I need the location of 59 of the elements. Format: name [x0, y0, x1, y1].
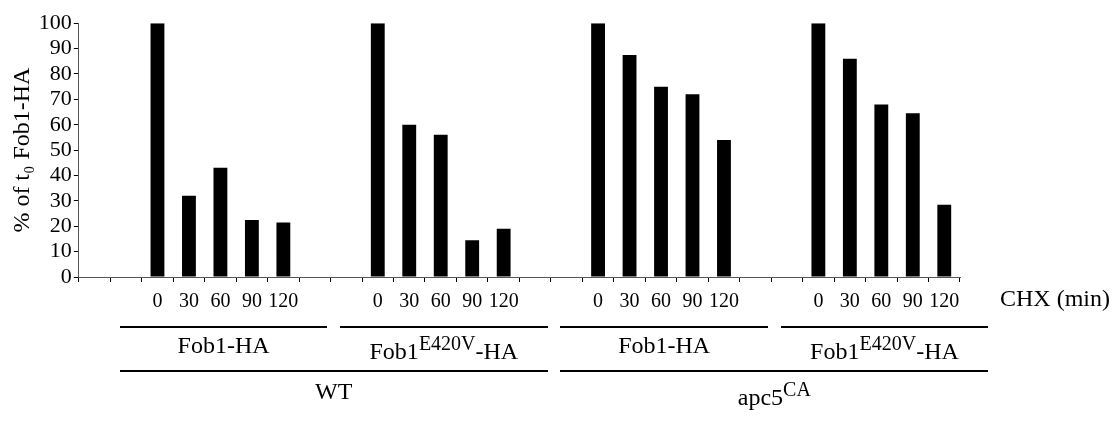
x-tick-label: 0 — [593, 289, 604, 312]
x-tick-label: 0 — [372, 289, 383, 312]
x-tick-label: 90 — [462, 289, 483, 312]
x-tick-label: 30 — [178, 289, 199, 312]
x-tick-label: 0 — [152, 289, 163, 312]
y-tick-label: 70 — [49, 85, 72, 111]
y-tick-label: 30 — [49, 186, 72, 212]
bar — [622, 54, 637, 277]
x-axis-title: CHX (min) — [1000, 285, 1110, 312]
y-tick-label: 50 — [49, 135, 72, 161]
x-tick-label: 90 — [902, 289, 923, 312]
y-tick-label: 40 — [49, 161, 72, 187]
bar — [150, 23, 165, 277]
bar — [244, 219, 259, 277]
bar — [370, 23, 385, 277]
x-tick-label: 120 — [929, 289, 960, 312]
text: apc5$^{CA}$ — [737, 378, 811, 411]
bar — [905, 113, 920, 277]
bar — [685, 94, 700, 277]
bar — [276, 222, 291, 277]
text: Fob1-HA — [618, 332, 711, 359]
y-tick-label: 0 — [60, 262, 72, 288]
bar — [842, 58, 857, 277]
bar — [402, 124, 417, 277]
x-tick-label: 120 — [488, 289, 519, 312]
y-tick-label: 20 — [49, 212, 72, 238]
x-tick-label: 30 — [839, 289, 860, 312]
x-tick-label: 90 — [682, 289, 703, 312]
bar — [433, 134, 448, 277]
bar — [182, 195, 196, 277]
x-tick-label: 120 — [268, 289, 299, 312]
y-axis-title: % of t₀ Fob1-HA — [7, 66, 34, 233]
x-tick-label: 60 — [430, 289, 451, 312]
bar — [591, 23, 605, 277]
y-tick-label: 60 — [49, 110, 72, 136]
y-tick-label: 80 — [49, 59, 72, 85]
bar — [496, 228, 511, 277]
bar — [654, 86, 668, 277]
x-tick-label: 30 — [399, 289, 420, 312]
x-tick-label: 60 — [871, 289, 892, 312]
text: WT — [315, 378, 353, 405]
bar — [937, 204, 952, 277]
y-tick-label: 90 — [49, 34, 72, 60]
bar — [213, 167, 228, 277]
x-tick-label: 0 — [813, 289, 824, 312]
x-tick-label: 30 — [619, 289, 640, 312]
text: Fob1$^{E420V}$-HA — [369, 332, 519, 365]
x-tick-label: 90 — [241, 289, 262, 312]
text: Fob1-HA — [177, 332, 270, 359]
bar — [811, 23, 826, 277]
y-tick-label: 10 — [49, 237, 72, 263]
bar — [465, 240, 480, 277]
y-tick-label: 100 — [38, 8, 72, 34]
x-tick-label: 60 — [210, 289, 231, 312]
text: Fob1$^{E420V}$-HA — [810, 332, 959, 365]
x-tick-label: 120 — [708, 289, 739, 312]
x-tick-label: 60 — [651, 289, 672, 312]
bar — [717, 139, 731, 277]
bar — [874, 104, 889, 277]
